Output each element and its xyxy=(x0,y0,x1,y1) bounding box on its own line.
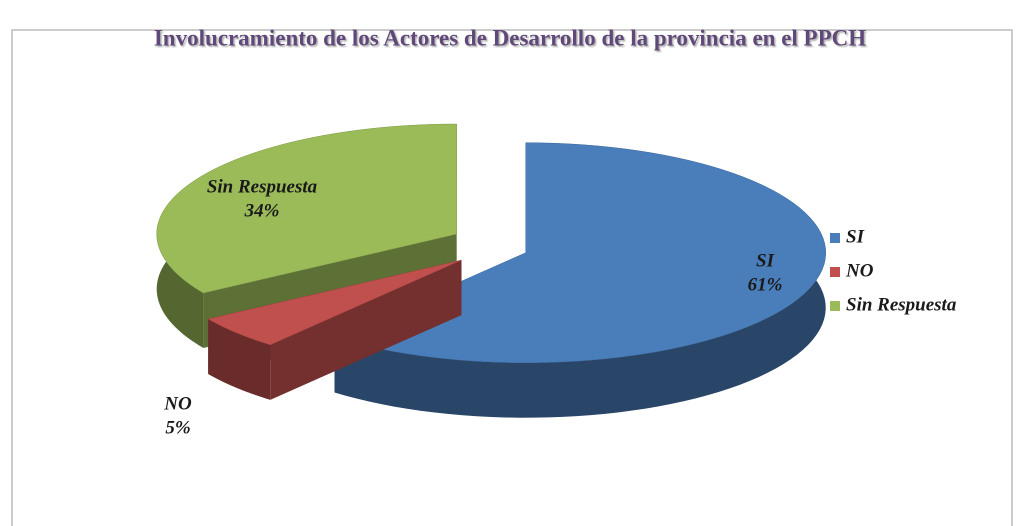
slice-wall xyxy=(208,260,462,375)
legend-swatch xyxy=(830,301,840,311)
pie-slice xyxy=(207,259,462,346)
pie xyxy=(156,123,826,418)
legend: SI NO Sin Respuesta xyxy=(830,226,957,315)
data-label-name: Sin Respuesta xyxy=(207,176,318,197)
data-label-value: 61% xyxy=(748,274,783,295)
legend-label: NO xyxy=(845,260,874,281)
data-label-value: 34% xyxy=(244,200,280,221)
pie-slice xyxy=(156,123,457,294)
slice-side xyxy=(208,319,271,400)
legend-swatch xyxy=(830,233,840,243)
legend-label: SI xyxy=(846,226,865,247)
chart-frame xyxy=(11,29,1013,526)
data-labels: SI 61% NO 5% Sin Respuesta 34% xyxy=(163,176,782,438)
data-label-value: 5% xyxy=(165,417,190,438)
data-label-name: SI xyxy=(756,250,775,271)
legend-swatch xyxy=(830,267,840,277)
chart-title: Involucramiento de los Actores de Desarr… xyxy=(154,25,866,50)
legend-label: Sin Respuesta xyxy=(846,294,957,315)
data-label-name: NO xyxy=(163,393,192,414)
